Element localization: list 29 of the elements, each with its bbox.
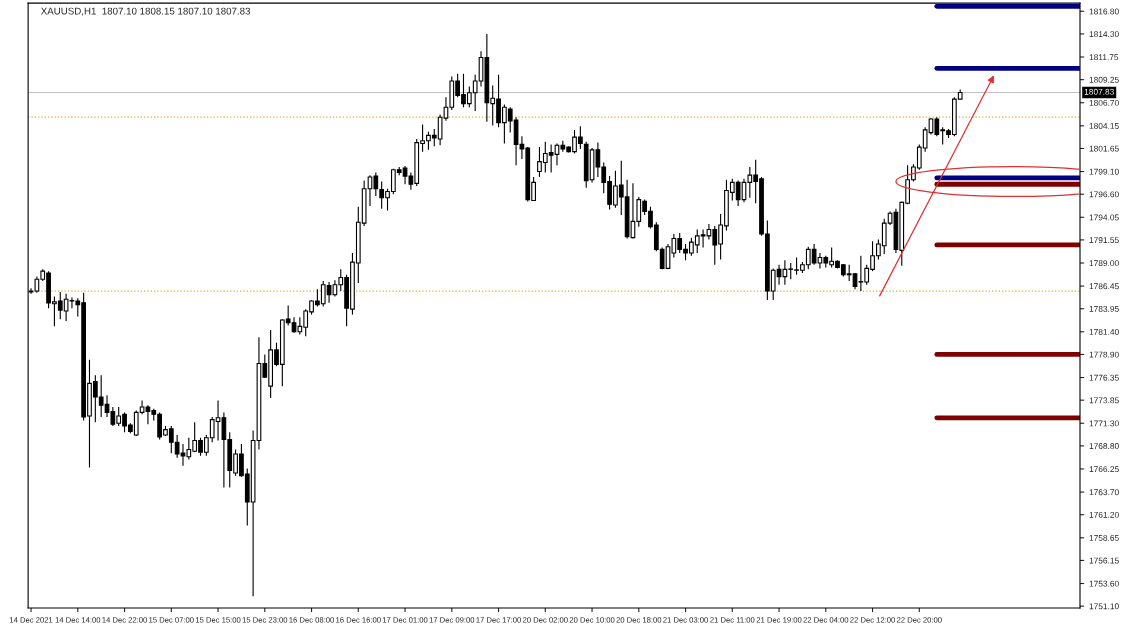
y-tick-label: 1771.30 (1089, 420, 1119, 427)
y-tick-label: 1763.70 (1089, 489, 1119, 496)
chart-title: XAUUSD,H1 1807.10 1808.15 1807.10 1807.83 (40, 7, 251, 16)
y-tick-label: 1773.85 (1089, 397, 1119, 404)
y-tick-label: 1806.70 (1089, 99, 1119, 106)
y-tick-label: 1814.30 (1089, 31, 1119, 38)
y-tick-label: 1796.60 (1089, 191, 1119, 198)
y-tick-label: 1751.10 (1089, 603, 1119, 610)
y-tick-label: 1789.00 (1089, 260, 1119, 267)
y-tick-label: 1811.75 (1089, 54, 1119, 61)
y-tick-label: 1766.25 (1089, 466, 1119, 473)
y-tick-label: 1801.65 (1089, 145, 1119, 152)
y-tick-label: 1809.25 (1089, 76, 1119, 83)
y-tick-label: 1786.45 (1089, 283, 1119, 290)
y-tick-label: 1783.95 (1089, 305, 1119, 312)
y-tick-label: 1816.80 (1089, 8, 1119, 15)
y-tick-label: 1753.60 (1089, 580, 1119, 587)
y-tick-label: 1768.80 (1089, 443, 1119, 449)
y-tick-label: 1758.65 (1089, 534, 1119, 541)
y-tick-label: 1791.55 (1089, 237, 1119, 244)
y-tick-label: 1761.20 (1089, 511, 1119, 518)
y-tick-label: 1781.40 (1089, 329, 1119, 335)
y-tick-label: 1778.90 (1089, 351, 1119, 358)
y-tick-label: 1799.10 (1089, 168, 1119, 175)
ref-line-label: 1807.83 (1084, 88, 1114, 95)
y-tick-label: 1756.15 (1089, 557, 1119, 564)
y-tick-label: 1794.05 (1089, 214, 1119, 221)
y-tick-label: 1776.35 (1089, 374, 1119, 381)
y-tick-label: 1804.15 (1089, 123, 1119, 129)
